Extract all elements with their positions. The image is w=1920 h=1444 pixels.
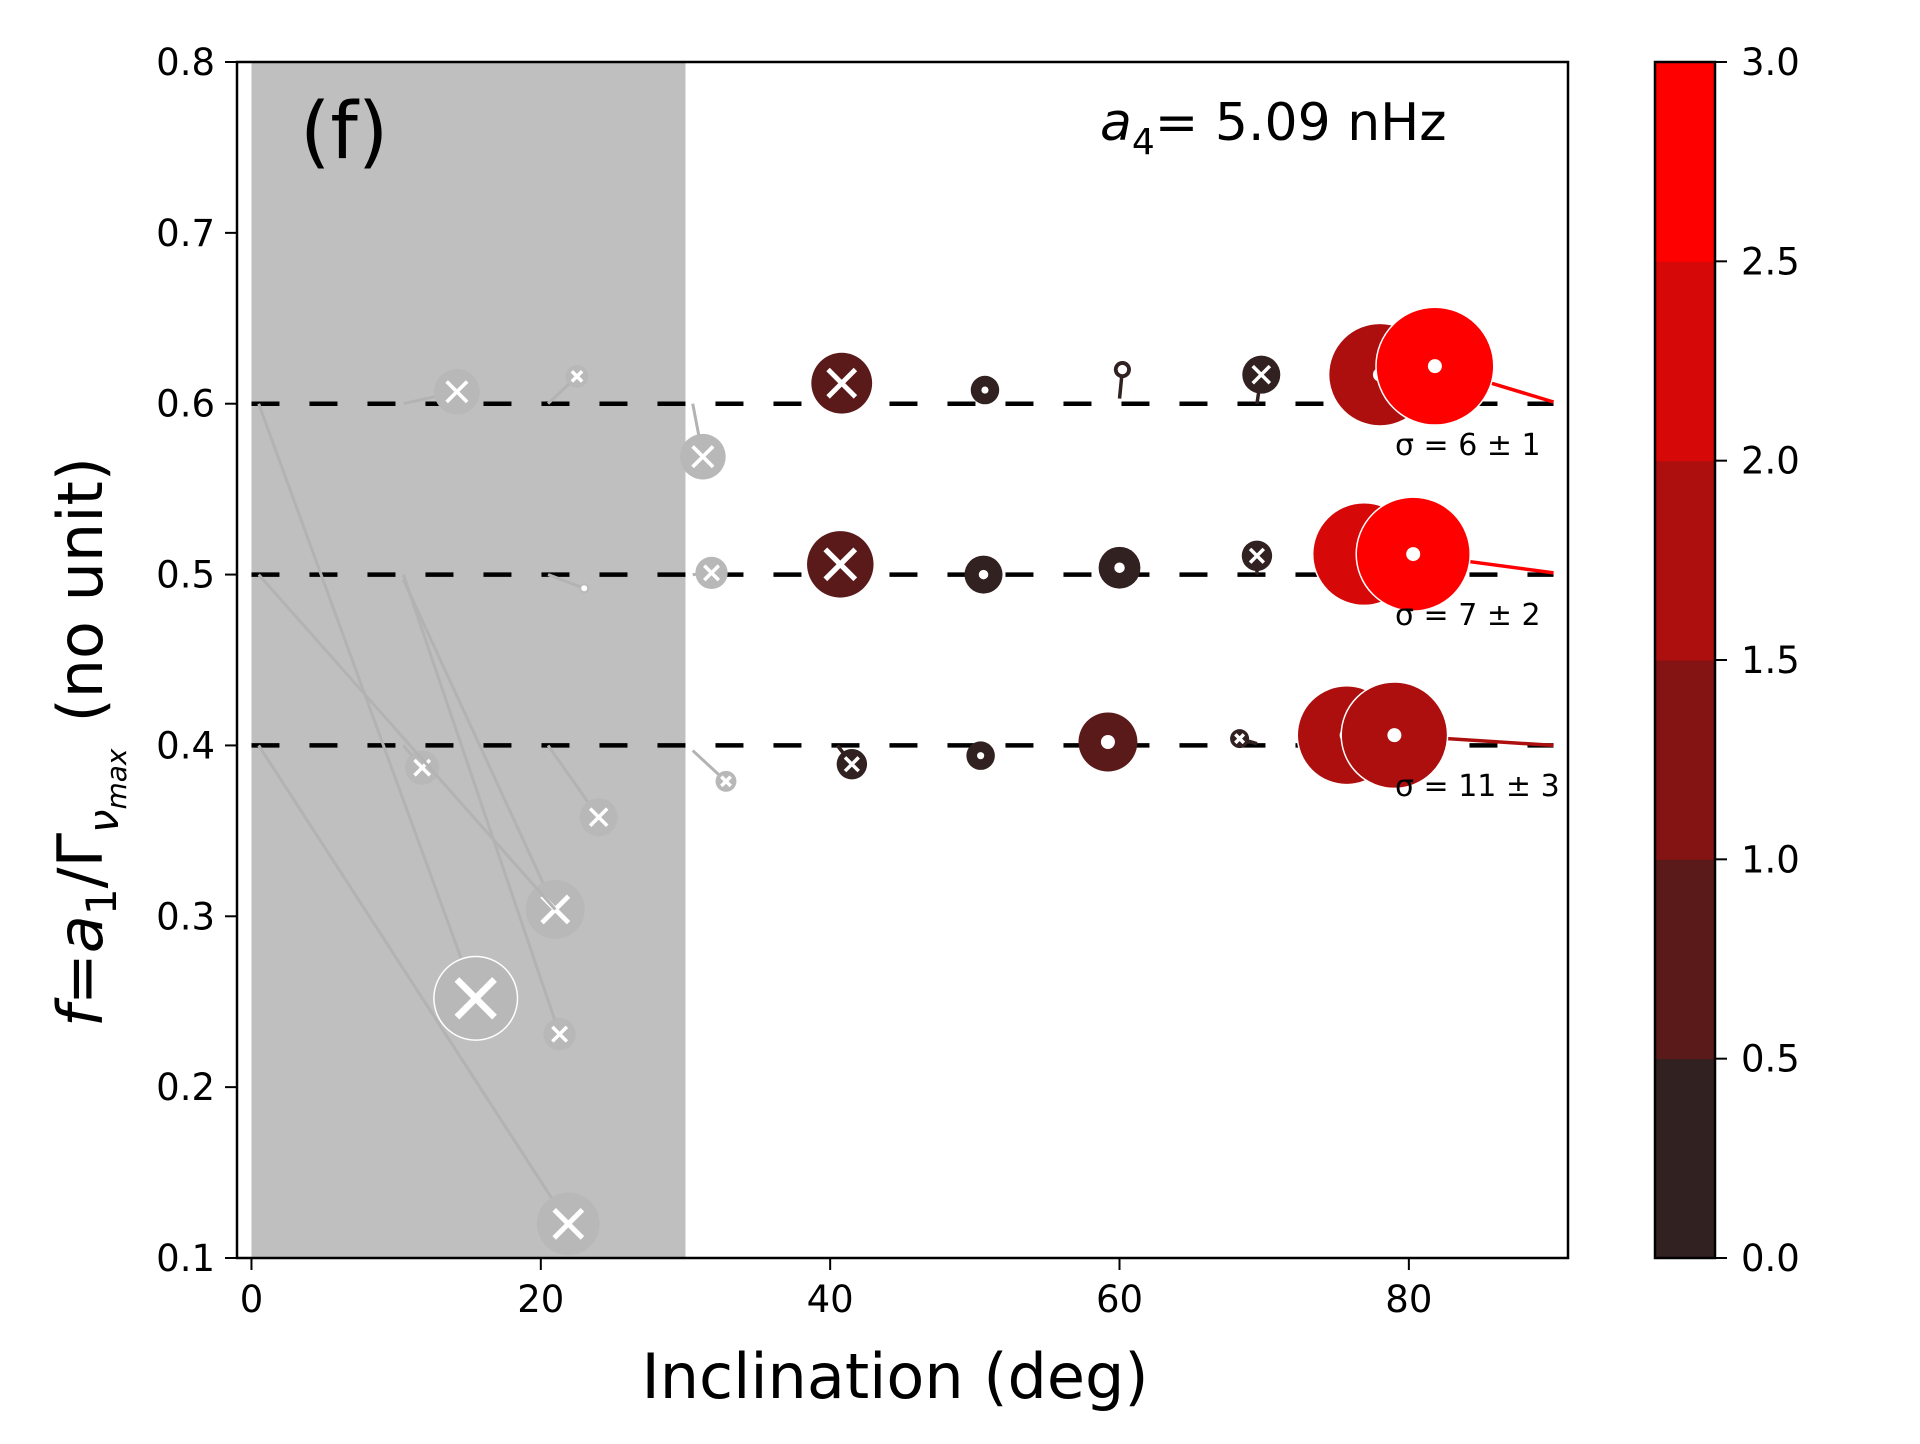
colorbar-segment-4 bbox=[1655, 261, 1715, 462]
dot-center-25 bbox=[1387, 728, 1402, 743]
x-tick-label-1: 20 bbox=[517, 1278, 564, 1321]
colorbar-segment-1 bbox=[1655, 859, 1715, 1060]
y-label-a: a bbox=[44, 915, 117, 953]
y-label-unit: (no unit) bbox=[44, 457, 117, 722]
x-stroke-b-0 bbox=[445, 380, 469, 404]
colorbar-tick-label-3: 1.5 bbox=[1741, 639, 1800, 682]
x-marker-6 bbox=[1251, 364, 1272, 385]
trajectory-line-30 bbox=[257, 573, 557, 911]
x-tick-label-3: 60 bbox=[1096, 1278, 1143, 1321]
colorbar-segment-5 bbox=[1655, 62, 1715, 262]
y-tick-label-7: 0.8 bbox=[156, 41, 215, 84]
y-label-a-sub: 1 bbox=[77, 888, 126, 915]
x-marker-28 bbox=[454, 977, 497, 1020]
y-label-eq: = bbox=[44, 953, 117, 1005]
x-tick-label-4: 80 bbox=[1385, 1278, 1432, 1321]
y-label-max: max bbox=[100, 748, 133, 809]
x-marker-23 bbox=[1234, 733, 1246, 745]
y-axis-label: f=a1/Γνmax(no unit) bbox=[44, 457, 133, 1027]
x-stroke-b-18 bbox=[588, 807, 609, 827]
x-marker-11 bbox=[823, 547, 858, 582]
colorbar-tick-label-4: 2.0 bbox=[1741, 440, 1800, 483]
plot-layer: σ = 6 ± 1 σ = 7 ± 2 σ = 11 ± 3 0 20 40 60 80 0.1… bbox=[156, 41, 1570, 1321]
a4-subscript: 4 bbox=[1132, 122, 1155, 163]
x-stroke-b-6 bbox=[1251, 364, 1272, 385]
dot-center-21 bbox=[977, 752, 985, 760]
x-stroke-b-28 bbox=[454, 977, 497, 1020]
a4-symbol: a bbox=[1100, 93, 1132, 153]
x-marker-9 bbox=[703, 564, 721, 582]
x-marker-27 bbox=[551, 1025, 569, 1043]
x-stroke-b-2 bbox=[691, 445, 715, 469]
dot-center-22 bbox=[1100, 735, 1115, 750]
trajectory-line-28 bbox=[257, 403, 478, 999]
sigma-label-1: σ = 7 ± 2 bbox=[1395, 598, 1541, 633]
colorbar: 0.0 0.5 1.0 1.5 2.0 2.5 3.0 bbox=[1653, 41, 1800, 1280]
y-tick-label-6: 0.7 bbox=[156, 212, 215, 255]
y-tick-label-4: 0.5 bbox=[156, 554, 215, 597]
x-stroke-b-1 bbox=[570, 370, 584, 383]
dot-center-16 bbox=[1406, 547, 1421, 562]
x-axis-label: Inclination (deg) bbox=[641, 1340, 1148, 1413]
colorbar-tick-label-2: 1.0 bbox=[1741, 838, 1800, 881]
colorbar-tick-label-5: 2.5 bbox=[1741, 240, 1800, 283]
a4-value: = 5.09 nHz bbox=[1155, 93, 1447, 153]
x-stroke-b-11 bbox=[823, 547, 858, 582]
panel-label: (f) bbox=[300, 87, 388, 177]
trajectory-line-10 bbox=[547, 573, 585, 590]
x-marker-29 bbox=[552, 1207, 585, 1240]
x-marker-1 bbox=[570, 370, 584, 383]
colorbar-segment-2 bbox=[1655, 660, 1715, 860]
colorbar-tick-label-0: 0.0 bbox=[1741, 1237, 1800, 1280]
x-marker-14 bbox=[1248, 547, 1266, 564]
y-tick-label-1: 0.2 bbox=[156, 1066, 215, 1109]
trajectory-line-27 bbox=[401, 574, 562, 1035]
x-marker-2 bbox=[691, 445, 715, 469]
x-stroke-b-27 bbox=[551, 1025, 569, 1043]
plot-area bbox=[251, 62, 1555, 1258]
colorbar-tick-label-6: 3.0 bbox=[1741, 41, 1800, 84]
trajectory-line-29 bbox=[257, 744, 570, 1225]
y-tick-label-3: 0.4 bbox=[156, 724, 215, 767]
a4-annotation: a4= 5.09 nHz bbox=[1100, 93, 1447, 163]
dot-center-4 bbox=[981, 386, 989, 394]
x-stroke-b-17 bbox=[413, 758, 432, 777]
y-tick-label-5: 0.6 bbox=[156, 383, 215, 426]
plot-frame bbox=[235, 60, 1570, 1260]
dot-center-12 bbox=[978, 569, 989, 580]
trajectory-line-26 bbox=[402, 579, 557, 911]
y-tick-label-2: 0.3 bbox=[156, 895, 215, 938]
colorbar-segment-0 bbox=[1655, 1058, 1715, 1259]
shaded-region bbox=[251, 62, 686, 1258]
colorbar-segment-3 bbox=[1655, 460, 1715, 661]
sigma-label-0: σ = 6 ± 1 bbox=[1395, 428, 1541, 463]
x-marker-0 bbox=[445, 380, 469, 404]
dot-center-8 bbox=[1427, 359, 1442, 374]
y-label-nu: ν bbox=[79, 810, 128, 833]
x-stroke-b-23 bbox=[1234, 733, 1246, 745]
dot-center-10 bbox=[581, 585, 588, 592]
x-stroke-b-3 bbox=[826, 367, 858, 399]
x-stroke-b-9 bbox=[703, 564, 721, 582]
x-stroke-b-20 bbox=[843, 756, 860, 773]
x-tick-label-2: 40 bbox=[807, 1278, 854, 1321]
x-stroke-b-19 bbox=[720, 775, 732, 788]
x-marker-19 bbox=[720, 775, 732, 788]
ring-center-5 bbox=[1117, 364, 1128, 375]
x-marker-17 bbox=[413, 758, 432, 777]
y-tick-label-0: 0.1 bbox=[156, 1237, 215, 1280]
x-stroke-b-14 bbox=[1248, 547, 1266, 564]
x-tick-label-0: 0 bbox=[240, 1278, 264, 1321]
colorbar-tick-label-1: 0.5 bbox=[1741, 1038, 1800, 1081]
x-marker-20 bbox=[843, 756, 860, 773]
y-label-gamma: /Γ bbox=[44, 833, 117, 889]
x-stroke-b-29 bbox=[552, 1207, 585, 1240]
sigma-label-2: σ = 11 ± 3 bbox=[1395, 769, 1560, 804]
x-marker-18 bbox=[588, 807, 609, 827]
dot-center-13 bbox=[1114, 562, 1125, 573]
x-marker-3 bbox=[826, 367, 858, 399]
